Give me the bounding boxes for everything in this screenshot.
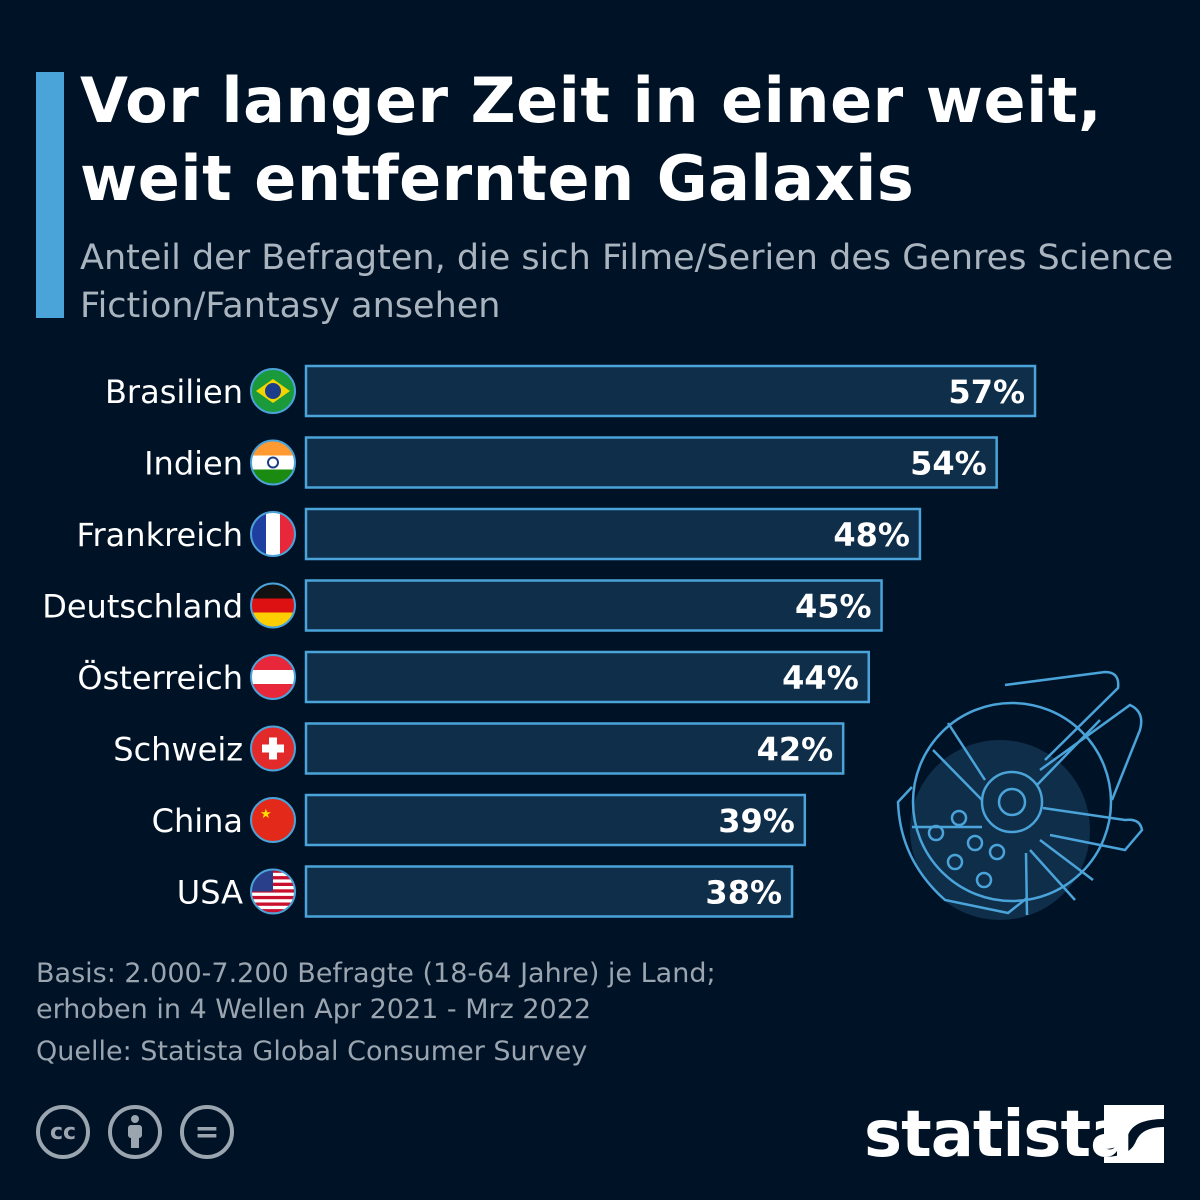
value-label: 57% <box>948 373 1025 411</box>
basis-line-1: Basis: 2.000-7.200 Befragte (18-64 Jahre… <box>36 958 716 989</box>
bar <box>304 507 922 561</box>
bar <box>304 722 845 775</box>
flag-border <box>250 511 296 557</box>
brand-name: statista <box>864 1098 1133 1172</box>
page-title: Vor langer Zeit in einer weit, weit entfe… <box>80 62 1102 218</box>
bar-chart: Brasilien 57% Indien 54% Frankreich 48% Deutsc… <box>42 364 1144 920</box>
value-label: 38% <box>705 874 782 912</box>
category-label: Brasilien <box>105 373 243 411</box>
title-accent-bar <box>36 72 64 318</box>
china-flag-icon: ★ <box>251 798 295 842</box>
bar <box>304 793 807 847</box>
value-label: 45% <box>795 588 872 626</box>
bar-row-1: Indien 54% <box>144 436 998 489</box>
flag-border <box>250 368 296 414</box>
austria-flag-icon <box>251 655 295 699</box>
bar-row-3: Deutschland 45% <box>42 579 883 632</box>
subtitle: Anteil der Befragten, die sich Filme/Ser… <box>80 238 1174 326</box>
footnote-basis: Basis: 2.000-7.200 Befragte (18-64 Jahre… <box>36 956 716 1028</box>
flag-border <box>250 439 296 486</box>
nd-icon-text: = <box>194 1114 220 1150</box>
flag-border <box>250 582 296 629</box>
bar-row-4: Österreich 44% <box>77 650 871 704</box>
bar-row-5: Schweiz 42% <box>113 722 845 775</box>
value-label: 39% <box>718 802 795 840</box>
bar <box>304 436 998 489</box>
value-label: 54% <box>910 445 987 483</box>
value-label: 44% <box>782 659 859 697</box>
usa-flag-icon <box>251 869 295 914</box>
millennium-falcon-icon <box>896 670 1144 920</box>
basis-line-2: erhoben in 4 Wellen Apr 2021 - Mrz 2022 <box>36 994 592 1025</box>
value-label: 48% <box>833 516 910 554</box>
person-icon <box>128 1115 142 1148</box>
bar <box>304 364 1037 418</box>
statista-logo[interactable]: statista <box>864 1098 1133 1172</box>
bar-row-7: USA 38% <box>177 865 794 918</box>
no-derivatives-icon[interactable]: = <box>180 1105 234 1159</box>
category-label: Indien <box>144 445 243 483</box>
title-line-2: weit entfernten Galaxis <box>80 142 915 215</box>
category-label: Deutschland <box>42 588 243 626</box>
switzerland-flag-icon <box>251 726 295 771</box>
category-label: Frankreich <box>76 516 243 554</box>
value-label: 42% <box>757 731 834 769</box>
cc-icon-text: cc <box>49 1119 77 1145</box>
title-line-1: Vor langer Zeit in einer weit, <box>80 64 1103 137</box>
bar <box>304 865 794 918</box>
brazil-flag-icon <box>251 369 295 413</box>
flag-border <box>250 654 296 700</box>
category-label: Österreich <box>77 659 243 697</box>
statista-logo-mark-icon <box>1104 1105 1164 1163</box>
bar <box>304 579 883 632</box>
category-label: China <box>152 802 243 840</box>
bar <box>304 650 871 704</box>
flag-border <box>250 797 296 843</box>
attribution-icon[interactable] <box>108 1105 162 1159</box>
source-note: Quelle: Statista Global Consumer Survey <box>36 1036 588 1067</box>
cc-license-icon[interactable]: cc <box>36 1105 90 1159</box>
bar-row-0: Brasilien 57% <box>105 364 1037 418</box>
category-label: USA <box>177 874 243 912</box>
bar-row-6: China ★ 39% <box>152 793 807 847</box>
bar-row-2: Frankreich 48% <box>76 507 922 561</box>
flag-border <box>250 868 296 915</box>
category-label: Schweiz <box>113 731 243 769</box>
flag-border <box>250 725 296 772</box>
svg-text:★: ★ <box>260 807 272 822</box>
